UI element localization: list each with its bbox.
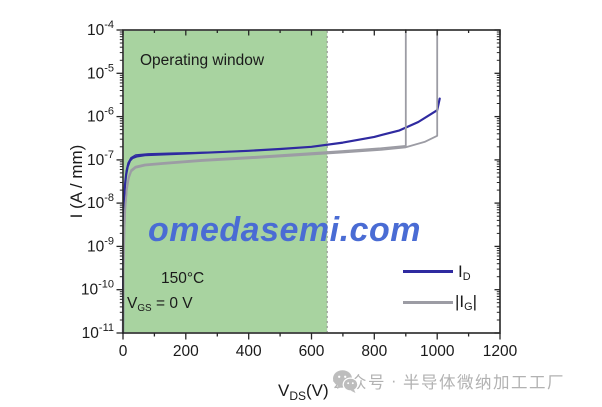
x-tick-label: 600 bbox=[299, 343, 325, 360]
x-tick-label: 1200 bbox=[483, 343, 518, 360]
y-tick-label: 10-5 bbox=[87, 62, 114, 82]
bias-value: = 0 V bbox=[151, 295, 193, 312]
y-tick-label: 10-6 bbox=[87, 106, 114, 126]
bias-subscript: GS bbox=[137, 302, 152, 314]
operating-window-label: Operating window bbox=[140, 52, 265, 69]
wechat-icon bbox=[333, 370, 359, 393]
x-tick-label: 200 bbox=[173, 343, 199, 360]
legend-ig-main: |I bbox=[455, 292, 465, 311]
x-axis-title: VDS(V) bbox=[278, 381, 329, 403]
y-tick-label: 10-9 bbox=[87, 235, 114, 255]
wechat-caption: 公众号 · 半导体微纳加工工厂 bbox=[332, 369, 565, 393]
watermark-text: omedasemi.com bbox=[148, 211, 421, 249]
x-tick-label: 0 bbox=[119, 343, 128, 360]
y-tick-label: 10-7 bbox=[87, 149, 114, 169]
operating-window-region bbox=[123, 30, 328, 333]
caption-account: 半导体微纳加工工厂 bbox=[403, 374, 565, 392]
legend-id-sub: D bbox=[462, 271, 471, 284]
y-axis-title: I (A / mm) bbox=[67, 145, 86, 219]
x-tick-label: 400 bbox=[236, 343, 262, 360]
ig-sweep-1000-curve bbox=[122, 29, 439, 334]
legend-label-ig: |IG| bbox=[455, 292, 477, 313]
y-tick-label: 10-8 bbox=[87, 192, 114, 212]
caption-separator: · bbox=[391, 371, 398, 390]
legend-ig-suffix: | bbox=[472, 292, 478, 311]
y-tick-label: 10-11 bbox=[82, 322, 114, 342]
legend-label-id: ID bbox=[458, 262, 471, 283]
legend-id-main: I bbox=[458, 262, 463, 281]
y-tick-label: 10-4 bbox=[87, 19, 114, 39]
y-tick-label: 10-10 bbox=[81, 279, 114, 299]
legend-ig-sub: G bbox=[464, 301, 473, 314]
id-return-curve bbox=[124, 149, 256, 191]
bias-symbol: V bbox=[127, 295, 138, 312]
temperature-annotation: 150°C bbox=[161, 270, 205, 287]
x-tick-label: 800 bbox=[361, 343, 387, 360]
legend-swatch-id bbox=[403, 270, 453, 273]
legend-swatch-ig bbox=[403, 301, 453, 304]
gate-bias-annotation: VGS = 0 V bbox=[127, 295, 193, 314]
x-tick-label: 1000 bbox=[420, 343, 455, 360]
